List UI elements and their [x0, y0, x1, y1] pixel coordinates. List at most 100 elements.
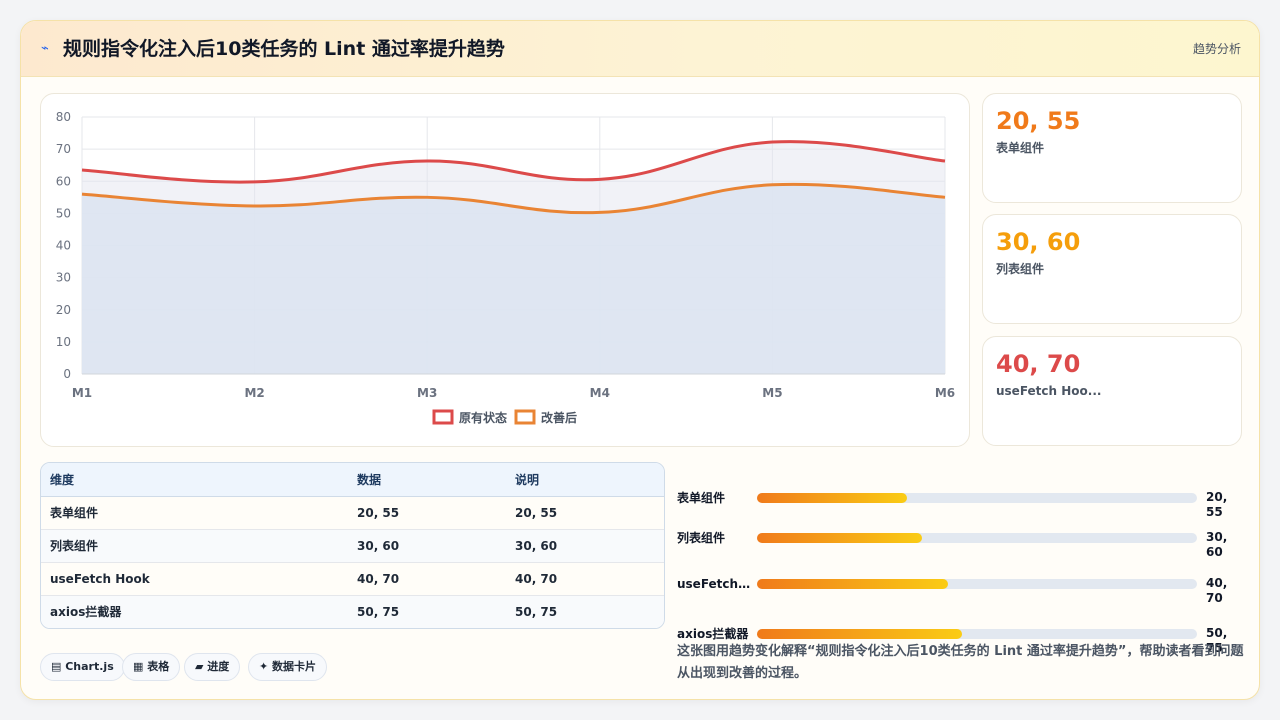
- progress-fill: [757, 629, 962, 639]
- progress-fill: [757, 493, 907, 503]
- stat-card: 20, 55 表单组件: [982, 93, 1242, 203]
- stat-label: useFetch Hoo...: [996, 384, 1102, 398]
- x-tick-label: M1: [72, 386, 92, 400]
- table-cell: 列表组件: [41, 529, 348, 563]
- progress-label: 列表组件: [677, 531, 726, 545]
- table-header-cell: 维度: [41, 463, 348, 497]
- table-header-row: 维度 数据 说明: [41, 463, 664, 497]
- progress-row: axios拦截器 50, 75: [677, 619, 1247, 655]
- trend-icon: ⌁: [41, 41, 49, 56]
- card-header: ⌁ 规则指令化注入后10类任务的 Lint 通过率提升趋势 趋势分析: [21, 21, 1259, 77]
- y-tick-label: 50: [56, 206, 71, 220]
- series-area: [82, 184, 945, 374]
- legend-label: 改善后: [541, 410, 577, 425]
- progress-icon: ▰: [195, 660, 208, 673]
- progress-track: [757, 493, 1197, 503]
- stat-label: 表单组件: [996, 141, 1045, 155]
- series-line: [81, 140, 946, 184]
- pill-label: 进度: [207, 660, 230, 673]
- dashboard-card: ⌁ 规则指令化注入后10类任务的 Lint 通过率提升趋势 趋势分析 0 10 20…: [20, 20, 1260, 700]
- x-tick-label: M6: [935, 386, 955, 400]
- stat-label: 列表组件: [996, 262, 1045, 276]
- y-tick-label: 80: [56, 110, 71, 124]
- line-chart-panel: 0 10 20 30 40 50 60 70 80 M1 M2 M3 M4 M5 M6 原有状态 改善后: [40, 93, 970, 447]
- progress-row: 表单组件 20, 55: [677, 483, 1247, 519]
- data-point: [254, 205, 256, 207]
- table-cell: 20, 55: [348, 496, 506, 530]
- x-tick-label: M5: [762, 386, 782, 400]
- y-tick-label: 0: [63, 367, 71, 381]
- stat-value: 20, 55: [996, 107, 1081, 135]
- y-tick-label: 60: [56, 174, 71, 188]
- progress-row: 列表组件 30, 60: [677, 523, 1247, 559]
- table-icon: ▦: [133, 660, 148, 673]
- y-tick-label: 10: [56, 335, 71, 349]
- data-point: [771, 141, 773, 143]
- table-cell: 表单组件: [41, 496, 348, 530]
- legend-swatch: [432, 409, 454, 425]
- progress-row: useFetch... 40, 70: [677, 569, 1247, 605]
- data-point: [944, 196, 946, 198]
- category-tag: 趋势分析: [1192, 42, 1241, 56]
- data-point: [944, 160, 946, 162]
- stat-card: 30, 60 列表组件: [982, 214, 1242, 324]
- y-tick-label: 20: [56, 303, 71, 317]
- table-row: 列表组件 30, 60 30, 60: [41, 529, 664, 563]
- data-point: [599, 178, 601, 180]
- x-tick-label: M3: [417, 386, 437, 400]
- progress-label: axios拦截器: [677, 627, 749, 641]
- table-header-cell: 说明: [506, 463, 664, 497]
- table-cell: 50, 75: [506, 595, 664, 628]
- y-tick-label: 70: [56, 142, 71, 156]
- x-tick-label: M2: [244, 386, 264, 400]
- table-cell: 40, 70: [348, 562, 506, 596]
- x-tick-label: M4: [590, 386, 610, 400]
- legend-label: 原有状态: [459, 410, 507, 425]
- table-row: useFetch Hook 40, 70 40, 70: [41, 562, 664, 596]
- series-line: [81, 182, 946, 215]
- progress-track: [757, 629, 1197, 639]
- stat-card: 40, 70 useFetch Hoo...: [982, 336, 1242, 446]
- table-cell: 40, 70: [506, 562, 664, 596]
- pill-label: Chart.js: [65, 660, 114, 673]
- data-point: [81, 193, 83, 195]
- progress-track: [757, 579, 1197, 589]
- data-point: [254, 181, 256, 183]
- data-point: [426, 160, 428, 162]
- feature-pill: ▦ 表格: [122, 653, 181, 681]
- chart-description: 这张图用趋势变化解释“规则指令化注入后10类任务的 Lint 通过率提升趋势”，…: [677, 644, 1244, 681]
- progress-list: 表单组件 20, 55 列表组件 30, 60 useFetch... 40, 70 axi…: [677, 462, 1247, 655]
- table-cell: 20, 55: [506, 496, 664, 530]
- y-tick-label: 40: [56, 239, 71, 253]
- pill-label: 数据卡片: [272, 660, 317, 673]
- table-row: axios拦截器 50, 75 50, 75: [41, 595, 664, 628]
- data-table: 维度 数据 说明 表单组件 20, 55 20, 55 列表组件 30, 60 30, 60 u…: [41, 463, 664, 628]
- table-row: 表单组件 20, 55 20, 55: [41, 496, 664, 530]
- pill-label: 表格: [147, 660, 170, 673]
- progress-track: [757, 533, 1197, 543]
- feature-pill: ✦ 数据卡片: [248, 653, 328, 681]
- data-point: [81, 169, 83, 171]
- data-point: [771, 184, 773, 186]
- y-tick-label: 30: [56, 271, 71, 285]
- progress-fill: [757, 579, 949, 589]
- stat-value: 40, 70: [996, 350, 1081, 378]
- progress-fill: [757, 533, 922, 543]
- progress-value: 40, 70: [1206, 576, 1228, 605]
- table-cell: useFetch Hook: [41, 562, 348, 596]
- progress-label: useFetch...: [677, 577, 751, 591]
- chart-legend: 原有状态 改善后: [432, 409, 577, 425]
- stat-value: 30, 60: [996, 228, 1081, 256]
- data-point: [426, 196, 428, 198]
- progress-label: 表单组件: [677, 491, 726, 505]
- table-body: 表单组件 20, 55 20, 55 列表组件 30, 60 30, 60 useFetch…: [41, 496, 664, 628]
- feature-pill: ▤ Chart.js: [40, 653, 125, 681]
- card-icon: ✦: [259, 660, 273, 673]
- data-point: [599, 211, 601, 213]
- line-chart: 0 10 20 30 40 50 60 70 80 M1 M2 M3 M4 M5 M6 原有状态 改善后: [56, 110, 955, 425]
- page-title: 规则指令化注入后10类任务的 Lint 通过率提升趋势: [63, 38, 505, 60]
- progress-value: 20, 55: [1206, 490, 1228, 519]
- progress-value: 30, 60: [1206, 530, 1228, 559]
- table-header-cell: 数据: [348, 463, 506, 497]
- table-cell: axios拦截器: [41, 595, 348, 628]
